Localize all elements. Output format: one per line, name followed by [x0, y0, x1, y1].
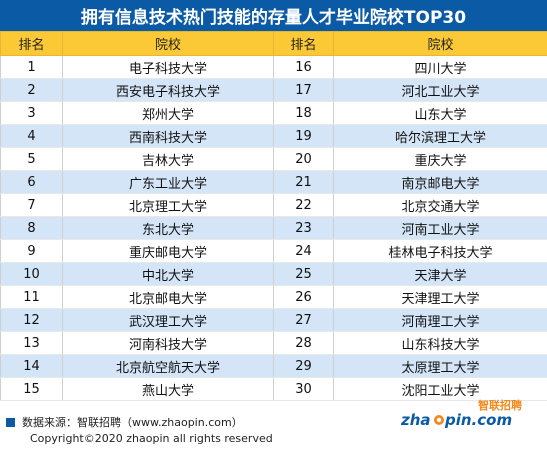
rank-left-cell: 15: [0, 377, 63, 401]
rank-right-cell: 20: [273, 147, 334, 171]
logo-en-right: pin.com: [444, 411, 512, 428]
rank-left-cell: 6: [0, 170, 63, 194]
copyright-text: Copyright©2020 zhaopin all rights reserv…: [30, 432, 273, 445]
table-row: 7 北京理工大学 22 北京交通大学: [0, 193, 547, 217]
school-left-cell: 西安电子科技大学: [62, 78, 274, 102]
school-right-cell: 哈尔滨理工大学: [333, 124, 547, 148]
table-row: 6 广东工业大学 21 南京邮电大学: [0, 170, 547, 194]
title-text: 拥有信息技术热门技能的存量人才毕业院校TOP30: [80, 8, 467, 28]
school-left-cell: 北京邮电大学: [62, 285, 274, 309]
header-school-left: 院校: [62, 31, 274, 56]
table-body: 1 电子科技大学 16 四川大学 2 西安电子科技大学 17 河北工业大学 3 郑州大学 18 山东大…: [0, 55, 547, 401]
rank-right-cell: 17: [273, 78, 334, 102]
rank-left-cell: 1: [0, 55, 63, 79]
school-left-cell: 武汉理工大学: [62, 308, 274, 332]
rank-right-cell: 19: [273, 124, 334, 148]
source-text: 数据来源：智联招聘（www.zhaopin.com）: [22, 416, 243, 429]
rank-left-cell: 7: [0, 193, 63, 217]
table-row: 9 重庆邮电大学 24 桂林电子科技大学: [0, 239, 547, 263]
school-right-cell: 河北工业大学: [333, 78, 547, 102]
rank-right-cell: 24: [273, 239, 334, 263]
school-right-cell: 河南理工大学: [333, 308, 547, 332]
school-left-cell: 中北大学: [62, 262, 274, 286]
rank-left-cell: 9: [0, 239, 63, 263]
school-right-cell: 四川大学: [333, 55, 547, 79]
rank-left-cell: 11: [0, 285, 63, 309]
rank-left-cell: 13: [0, 331, 63, 355]
table-row: 3 郑州大学 18 山东大学: [0, 101, 547, 125]
school-right-cell: 重庆大学: [333, 147, 547, 171]
rank-right-cell: 23: [273, 216, 334, 240]
zhaopin-logo: 智联招聘 zha pin.com: [400, 398, 522, 428]
table-row: 1 电子科技大学 16 四川大学: [0, 55, 547, 79]
ranking-table: 排名 院校 排名 院校 1 电子科技大学 16 四川大学 2 西安电子科技大学 17 河北工业…: [0, 31, 547, 401]
school-right-cell: 天津大学: [333, 262, 547, 286]
school-left-cell: 重庆邮电大学: [62, 239, 274, 263]
school-left-cell: 河南科技大学: [62, 331, 274, 355]
rank-right-cell: 28: [273, 331, 334, 355]
school-right-cell: 桂林电子科技大学: [333, 239, 547, 263]
rank-left-cell: 3: [0, 101, 63, 125]
rank-right-cell: 26: [273, 285, 334, 309]
table-row: 2 西安电子科技大学 17 河北工业大学: [0, 78, 547, 102]
rank-left-cell: 4: [0, 124, 63, 148]
table-row: 12 武汉理工大学 27 河南理工大学: [0, 308, 547, 332]
rank-right-cell: 21: [273, 170, 334, 194]
school-right-cell: 南京邮电大学: [333, 170, 547, 194]
school-right-cell: 天津理工大学: [333, 285, 547, 309]
school-left-cell: 东北大学: [62, 216, 274, 240]
rank-left-cell: 8: [0, 216, 63, 240]
rank-right-cell: 18: [273, 101, 334, 125]
rank-left-cell: 5: [0, 147, 63, 171]
school-left-cell: 郑州大学: [62, 101, 274, 125]
header-rank-left: 排名: [0, 31, 63, 56]
table-row: 5 吉林大学 20 重庆大学: [0, 147, 547, 171]
logo-cn-text: 智联招聘: [478, 398, 522, 412]
table-row: 15 燕山大学 30 沈阳工业大学: [0, 377, 547, 401]
table-row: 10 中北大学 25 天津大学: [0, 262, 547, 286]
school-right-cell: 山东大学: [333, 101, 547, 125]
school-right-cell: 河南工业大学: [333, 216, 547, 240]
rank-left-cell: 10: [0, 262, 63, 286]
header-school-right: 院校: [333, 31, 547, 56]
school-left-cell: 北京理工大学: [62, 193, 274, 217]
rank-left-cell: 12: [0, 308, 63, 332]
school-right-cell: 太原理工大学: [333, 354, 547, 378]
school-left-cell: 西南科技大学: [62, 124, 274, 148]
table-row: 13 河南科技大学 28 山东科技大学: [0, 331, 547, 355]
school-left-cell: 北京航空航天大学: [62, 354, 274, 378]
table-row: 4 西南科技大学 19 哈尔滨理工大学: [0, 124, 547, 148]
school-right-cell: 沈阳工业大学: [333, 377, 547, 401]
school-right-cell: 山东科技大学: [333, 331, 547, 355]
table-row: 14 北京航空航天大学 29 太原理工大学: [0, 354, 547, 378]
rank-right-cell: 22: [273, 193, 334, 217]
page-title: 拥有信息技术热门技能的存量人才毕业院校TOP30: [0, 0, 547, 31]
rank-right-cell: 27: [273, 308, 334, 332]
school-right-cell: 北京交通大学: [333, 193, 547, 217]
rank-left-cell: 14: [0, 354, 63, 378]
rank-left-cell: 2: [0, 78, 63, 102]
source-marker-icon: [6, 417, 15, 427]
rank-right-cell: 29: [273, 354, 334, 378]
school-left-cell: 燕山大学: [62, 377, 274, 401]
rank-right-cell: 16: [273, 55, 334, 79]
table-row: 11 北京邮电大学 26 天津理工大学: [0, 285, 547, 309]
table-row: 8 东北大学 23 河南工业大学: [0, 216, 547, 240]
rank-right-cell: 30: [273, 377, 334, 401]
logo-en-left: zha: [400, 411, 431, 428]
data-source: 数据来源：智联招聘（www.zhaopin.com）: [6, 414, 243, 430]
header-rank-right: 排名: [273, 31, 334, 56]
school-left-cell: 广东工业大学: [62, 170, 274, 194]
school-left-cell: 吉林大学: [62, 147, 274, 171]
school-left-cell: 电子科技大学: [62, 55, 274, 79]
rank-right-cell: 25: [273, 262, 334, 286]
table-header-row: 排名 院校 排名 院校: [0, 31, 547, 56]
